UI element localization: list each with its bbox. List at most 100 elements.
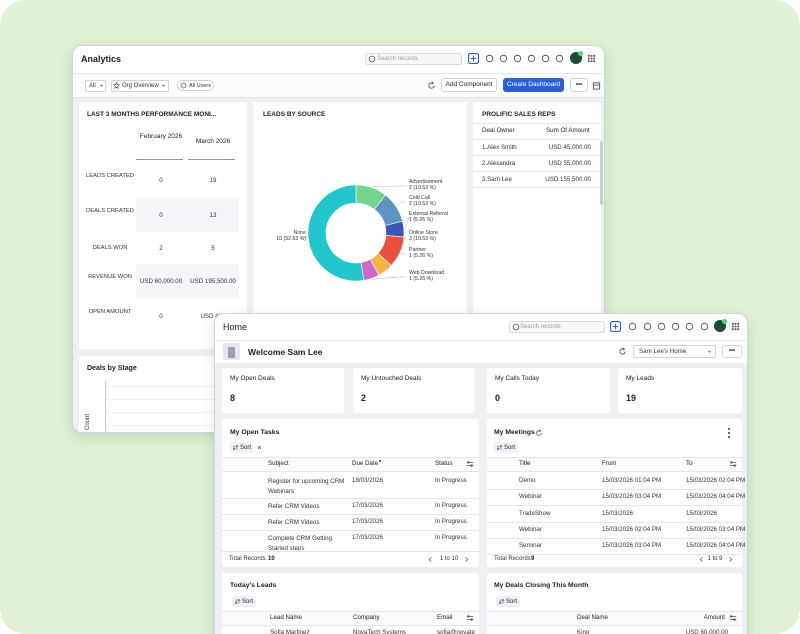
panel-title: My Meetings — [494, 429, 535, 436]
slice-label: Advertisement — [409, 179, 443, 185]
filter-org[interactable] — [111, 80, 169, 92]
apps-icon[interactable] — [587, 54, 596, 63]
cell: 15/03/2026 — [686, 509, 717, 517]
icon-part — [496, 444, 503, 451]
footer-count: 10 — [268, 556, 275, 562]
add-button[interactable] — [468, 53, 479, 64]
icon-part — [499, 54, 508, 63]
add-component-button[interactable] — [441, 78, 497, 92]
divider — [215, 340, 747, 341]
toolbar-icon[interactable] — [555, 54, 564, 63]
sort-chip[interactable] — [230, 442, 253, 453]
cell: USD 195,500.00 — [190, 278, 236, 285]
cell: 17/03/2026 — [352, 534, 383, 541]
icon-part — [465, 557, 469, 562]
filter-users[interactable] — [177, 80, 214, 91]
label: ••• — [728, 348, 736, 354]
filter-all[interactable] — [85, 80, 106, 92]
cell: Demo — [519, 477, 536, 484]
icon-part — [431, 81, 434, 85]
column-header: Lead Name — [270, 614, 302, 621]
prev-page[interactable] — [698, 556, 705, 563]
column-header: Title — [519, 460, 531, 467]
toolbar-icon[interactable] — [485, 54, 494, 63]
toolbar-icon[interactable] — [628, 322, 637, 331]
cell: In Progress — [435, 502, 467, 509]
more-button[interactable] — [722, 345, 742, 358]
cell: 15/03/2026 04:04 PM — [686, 493, 746, 501]
icon-part — [512, 323, 520, 331]
cell: Register for upcoming CRM Webinars — [268, 477, 345, 495]
icon-part — [468, 53, 479, 64]
icon-part — [527, 54, 536, 63]
stat-card — [618, 368, 742, 413]
card-value: 19 — [626, 393, 637, 403]
icon-part — [257, 445, 262, 450]
icon-part — [536, 430, 542, 436]
cell: USD 55,000.00 — [548, 160, 591, 167]
column-settings[interactable] — [729, 614, 737, 622]
card-value: 8 — [230, 393, 236, 403]
footer-range: 1 to 9 — [707, 556, 723, 562]
icon-part — [729, 615, 737, 621]
apps-icon[interactable] — [731, 322, 740, 331]
column-settings[interactable] — [466, 460, 474, 468]
slice-value-label: 2 (10.53 %) — [409, 201, 436, 207]
refresh-icon[interactable] — [618, 347, 627, 356]
label: ••• — [575, 82, 583, 88]
sort-label: Sort — [242, 598, 254, 605]
toolbar-icon[interactable] — [527, 54, 536, 63]
prev-page[interactable] — [427, 556, 434, 563]
icon-part — [428, 82, 435, 89]
toolbar-icon[interactable] — [541, 54, 550, 63]
column-header: Company — [353, 614, 380, 621]
divider — [487, 611, 742, 612]
table-header — [222, 612, 479, 625]
divider — [222, 551, 479, 552]
next-page[interactable] — [727, 556, 734, 563]
add-button[interactable] — [610, 321, 621, 332]
icon-part — [428, 557, 432, 562]
divider — [222, 530, 479, 531]
cell: USD 435 — [200, 313, 226, 320]
cell: Refer CRM Videos — [268, 518, 320, 526]
search-box[interactable] — [365, 53, 462, 65]
stat-card — [353, 368, 475, 413]
refresh-icon[interactable] — [535, 429, 543, 437]
icon-part — [465, 557, 469, 562]
toolbar-icon[interactable] — [643, 322, 652, 331]
calendar-icon[interactable] — [592, 81, 601, 90]
toolbar-icon[interactable] — [685, 322, 694, 331]
next-page[interactable] — [463, 556, 470, 563]
icon-part — [729, 557, 733, 562]
toolbar-icon[interactable] — [671, 322, 680, 331]
icon-part — [610, 321, 621, 332]
home-select[interactable] — [633, 345, 716, 358]
column-header: Deal Owner — [482, 127, 515, 134]
slice-value-label: 1 (5.26 %) — [409, 276, 433, 282]
more-button[interactable] — [570, 78, 588, 92]
divider — [473, 155, 601, 156]
scrollbar — [600, 141, 603, 205]
divider — [473, 187, 601, 188]
slice-value-label: 10 (52.63 %) — [276, 236, 306, 242]
sort-chip[interactable] — [496, 596, 520, 607]
column-settings[interactable] — [729, 460, 737, 468]
toolbar-icon[interactable] — [657, 322, 666, 331]
icon-part — [232, 444, 239, 451]
create-dashboard-button[interactable] — [503, 78, 564, 92]
welcome-text: Welcome Sam Lee — [248, 347, 323, 357]
column-settings[interactable] — [466, 614, 474, 622]
remove-sort[interactable] — [256, 444, 263, 451]
toolbar-icon[interactable] — [499, 54, 508, 63]
sort-icon — [498, 598, 505, 605]
toolbar-icon[interactable] — [700, 322, 709, 331]
cell: 15/03/2026 01:04 PM — [602, 477, 662, 484]
toolbar-icon[interactable] — [513, 54, 522, 63]
icon-part — [628, 322, 637, 331]
search-box[interactable] — [509, 321, 605, 333]
divider — [222, 625, 479, 626]
sort-chip[interactable] — [232, 596, 256, 607]
refresh-icon[interactable] — [427, 81, 436, 90]
sort-chip[interactable] — [494, 442, 518, 453]
